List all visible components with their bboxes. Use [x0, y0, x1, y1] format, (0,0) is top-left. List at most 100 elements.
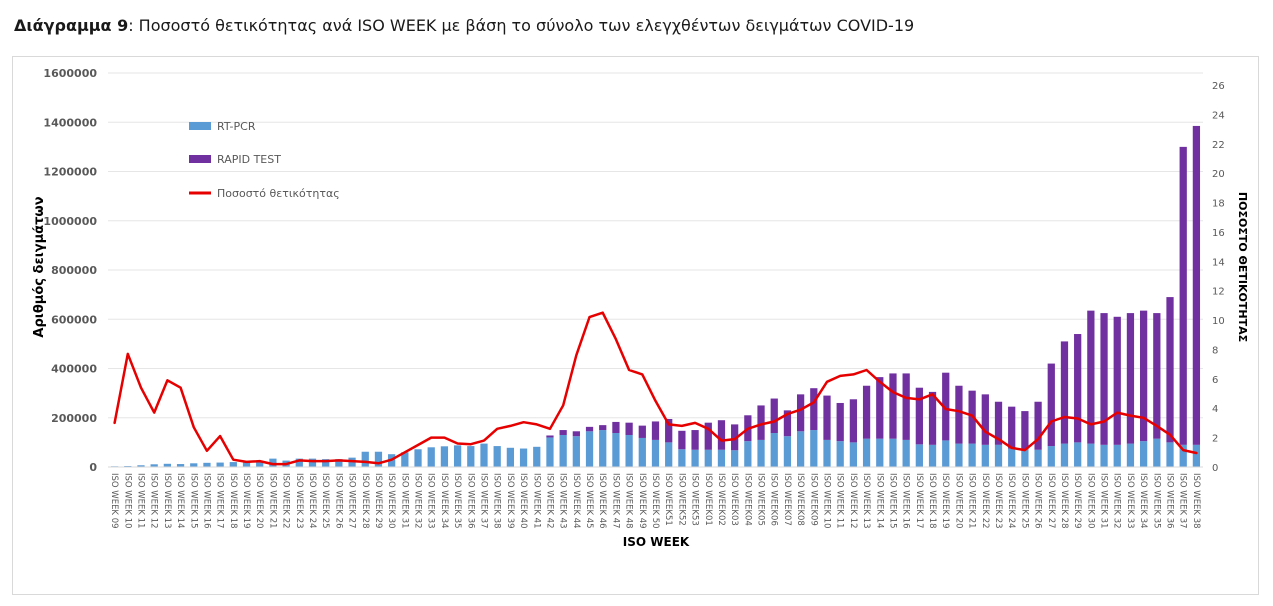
- bar-rtpcr: [519, 448, 528, 467]
- x-tick-label: ISO WEEK 34: [439, 473, 449, 529]
- bar-rtpcr: [493, 446, 501, 467]
- bar-rtpcr: [401, 452, 409, 467]
- x-tick-label: ISO WEEK 26: [333, 473, 343, 529]
- x-tick-label: ISO WEEK 21: [967, 473, 977, 529]
- x-tick-label: ISO WEEK 39: [505, 473, 515, 529]
- legend-rtpcr-swatch: [189, 122, 211, 130]
- y2-tick-label: 2: [1212, 434, 1218, 445]
- x-tick-label: ISO WEEK 14: [874, 473, 884, 529]
- y-tick-label: 1200000: [43, 166, 97, 179]
- x-tick-label: ISO WEEK 30: [1085, 473, 1095, 529]
- bar-rtpcr: [876, 438, 884, 467]
- x-tick-label: ISO WEEK 16: [201, 473, 211, 529]
- x-tick-label: ISO WEEK 17: [914, 473, 924, 529]
- bar-rapid-test: [665, 418, 673, 443]
- y2-axis-label: ΠΟΣΟΣΤΟ ΘΕΤΙΚΟΤΗΤΑΣ: [1236, 192, 1249, 342]
- bar-rtpcr: [981, 444, 989, 467]
- x-tick-label: ISO WEEK 12: [149, 473, 159, 529]
- bar-rapid-test: [1113, 316, 1121, 445]
- bar-rtpcr: [796, 431, 805, 467]
- y-tick-label: 800000: [51, 264, 97, 277]
- x-tick-label: ISO WEEK 29: [1072, 473, 1082, 529]
- x-tick-label: ISO WEEK 18: [228, 473, 238, 529]
- bar-rtpcr: [810, 430, 818, 467]
- bar-rtpcr: [453, 445, 462, 467]
- bar-rtpcr: [783, 436, 792, 467]
- bar-rtpcr: [678, 449, 686, 467]
- x-tick-label: ISO WEEK 46: [597, 473, 607, 529]
- bar-rtpcr: [335, 459, 343, 467]
- bar-rtpcr: [137, 465, 145, 467]
- x-tick-label: ISO WEEK 26: [1033, 473, 1043, 529]
- bar-rtpcr: [1087, 443, 1095, 467]
- bar-rapid-test: [1008, 406, 1016, 449]
- chart-caption: Διάγραμμα 9: Ποσοστό θετικότητας ανά ISO…: [14, 16, 914, 35]
- bar-rtpcr: [994, 444, 1003, 467]
- x-tick-label: ISO WEEK 27: [347, 473, 357, 529]
- bar-rtpcr: [533, 446, 541, 467]
- x-tick-label: ISO WEEK 15: [888, 473, 898, 529]
- bar-rtpcr: [361, 451, 369, 467]
- bar-rtpcr: [176, 464, 185, 467]
- x-tick-label: ISO WEEK 41: [531, 473, 541, 529]
- x-tick-label: ISO WEEK 27: [1046, 473, 1056, 529]
- bar-rapid-test: [942, 372, 950, 441]
- x-tick-label: ISO WEEK 36: [465, 473, 475, 529]
- bar-rtpcr: [770, 433, 778, 467]
- bar-rtpcr: [612, 433, 620, 467]
- x-tick-label: ISO WEEK 20: [254, 473, 264, 529]
- bar-rapid-test: [1060, 341, 1069, 444]
- bar-rtpcr: [1074, 442, 1082, 467]
- bar-rtpcr: [190, 463, 198, 467]
- x-tick-label: ISO WEEK 22: [980, 473, 990, 529]
- y2-tick-label: 24: [1212, 110, 1225, 121]
- bar-rapid-test: [1047, 363, 1055, 447]
- x-tick-label: ISO WEEK 35: [452, 473, 462, 529]
- bar-rapid-test: [783, 410, 792, 437]
- x-tick-label: ISO WEEK 42: [545, 473, 555, 529]
- x-tick-label: ISO WEEK 47: [610, 473, 620, 529]
- y2-tick-label: 8: [1212, 345, 1218, 356]
- bar-rtpcr: [1113, 444, 1121, 467]
- bar-rapid-test: [876, 377, 884, 439]
- bar-rtpcr: [889, 438, 897, 467]
- bar-rtpcr: [836, 441, 844, 467]
- y-tick-label: 1400000: [43, 116, 97, 129]
- x-tick-label: ISO WEEK 30: [386, 473, 396, 529]
- x-tick-label: ISO WEEK 33: [1125, 473, 1135, 529]
- y-tick-label: 1000000: [43, 215, 97, 228]
- bar-rtpcr: [862, 438, 871, 467]
- bar-rapid-test: [612, 421, 620, 434]
- legend-rapid-label: RAPID TEST: [217, 153, 281, 166]
- y2-tick-label: 20: [1212, 169, 1225, 180]
- bar-rtpcr: [1166, 442, 1174, 467]
- bar-rapid-test: [955, 385, 963, 444]
- x-tick-label: ISO WEEK 49: [637, 473, 647, 529]
- bar-rapid-test: [757, 405, 765, 440]
- bar-rtpcr: [1060, 443, 1069, 467]
- chart-frame: 0 200000 400000 600000 800000 1000000 1200000 1…: [12, 56, 1259, 595]
- bar-rtpcr: [480, 443, 488, 467]
- bar-rtpcr: [440, 446, 449, 467]
- bar-rapid-test: [599, 425, 607, 431]
- bar-rtpcr: [599, 430, 607, 467]
- bar-rtpcr: [322, 459, 330, 467]
- bar-rapid-test: [1153, 313, 1161, 439]
- bar-rapid-test: [585, 426, 594, 432]
- x-tick-label: ISO WEEK 35: [1151, 473, 1161, 529]
- x-tick-label: ISO WEEK01: [703, 473, 713, 526]
- x-tick-label: ISO WEEK 16: [901, 473, 911, 529]
- y-tick-label: 1600000: [43, 67, 97, 80]
- x-tick-label: ISO WEEK 18: [927, 473, 937, 529]
- legend-rapid-swatch: [189, 155, 211, 163]
- legend-positivity-label: Ποσοστό θετικότητας: [217, 187, 340, 200]
- x-tick-label: ISO WEEK 13: [861, 473, 871, 529]
- bar-rtpcr: [823, 439, 831, 467]
- bar-rtpcr: [757, 439, 765, 467]
- y-tick-label: 400000: [51, 363, 97, 376]
- x-tick-label: ISO WEEK08: [795, 473, 805, 526]
- bar-rapid-test: [849, 399, 858, 443]
- bar-rapid-test: [678, 430, 686, 450]
- bar-rapid-test: [1126, 313, 1135, 444]
